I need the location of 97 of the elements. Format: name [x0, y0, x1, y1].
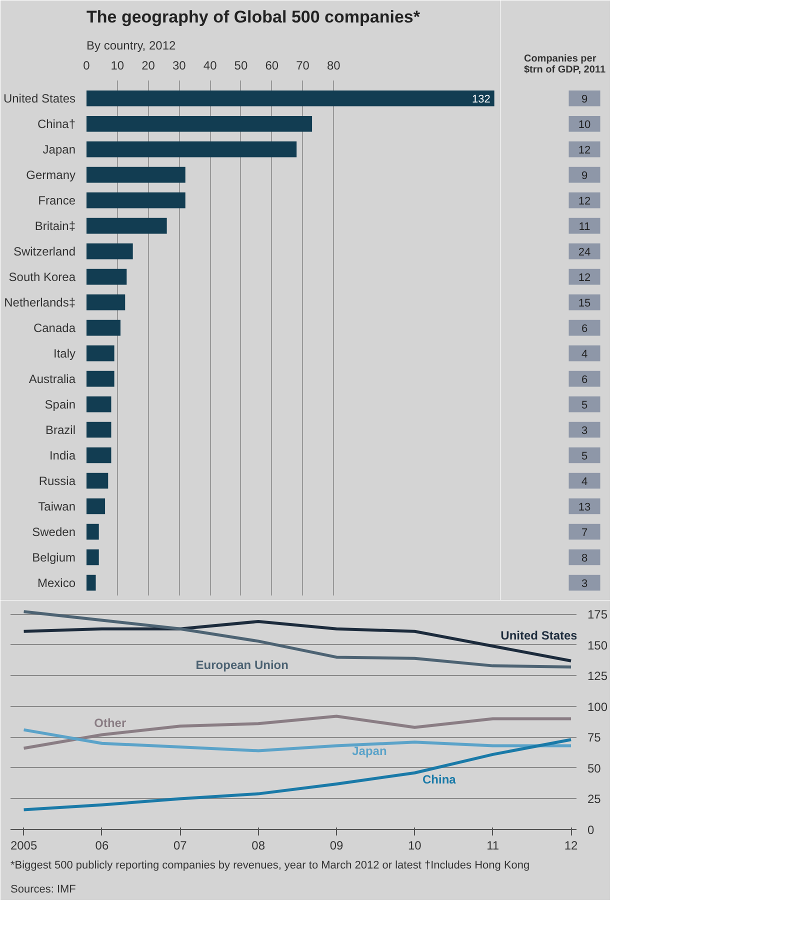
data-label: 3	[581, 578, 588, 590]
data-label: 5	[581, 399, 588, 412]
bar	[86, 472, 108, 489]
y-tick-label: Belgium	[32, 550, 76, 564]
x-tick-label: 80	[326, 58, 341, 72]
x-tick-label: 10	[110, 58, 124, 72]
y-tick-label: Netherlands‡	[4, 295, 76, 310]
data-label: 10	[578, 118, 591, 131]
bar	[86, 447, 112, 464]
chart-subtitle: By country, 2012	[86, 38, 176, 52]
y-tick-label: Brazil	[45, 422, 76, 437]
y-tick-label: 50	[588, 761, 602, 776]
y-tick-label: India	[49, 448, 76, 462]
y-tick-label: 125	[588, 669, 608, 684]
y-tick-label: Italy	[53, 346, 76, 360]
y-tick-label: 100	[588, 700, 608, 714]
y-tick-label: 25	[588, 792, 602, 806]
y-tick-label: Mexico	[37, 576, 76, 590]
x-tick-label: 11	[486, 838, 500, 852]
bar	[86, 345, 114, 362]
bar	[86, 422, 112, 438]
x-tick-label: 07	[173, 838, 188, 852]
bar	[86, 574, 96, 591]
y-tick-label: Switzerland	[13, 244, 76, 258]
series-label: Other	[94, 716, 126, 730]
bar	[86, 498, 106, 514]
y-tick-label: Sweden	[32, 524, 76, 539]
data-label: 4	[581, 476, 588, 488]
data-label: 11	[578, 220, 590, 233]
bar	[86, 141, 297, 158]
data-label: 6	[581, 322, 588, 335]
text: Companies per $trn of GDP, 2011	[524, 54, 606, 76]
data-label: 15	[578, 297, 591, 310]
series-label: European Union	[196, 658, 288, 672]
bar	[86, 524, 99, 540]
text: *Biggest 500 publicly reporting companies by revenues, year to March 2012 or latest †Includes Hong Kong	[10, 860, 530, 872]
data-label: 7	[581, 526, 588, 539]
bar	[86, 396, 112, 412]
data-label: 4	[581, 348, 588, 360]
line-series	[22, 738, 573, 812]
bar	[86, 549, 99, 566]
bar	[86, 90, 494, 106]
bar	[86, 320, 120, 336]
data-label: 5	[581, 450, 588, 462]
data-label: 132	[472, 93, 490, 106]
x-tick-label: 70	[296, 58, 310, 72]
y-tick-label: South Korea	[8, 270, 76, 284]
y-tick-label: United States	[3, 91, 76, 106]
x-tick-label: 30	[172, 58, 186, 72]
y-tick-label: 75	[588, 730, 602, 745]
bar	[86, 370, 114, 387]
x-tick-label: 12	[564, 838, 578, 852]
x-tick-label: 09	[330, 838, 344, 852]
x-tick-label: 20	[142, 58, 156, 72]
data-label: 12	[578, 272, 591, 284]
bar	[86, 243, 133, 260]
data-label: 6	[581, 374, 588, 386]
chart-title: The geography of Global 500 companies*	[86, 8, 420, 26]
x-tick-label: 0	[83, 58, 90, 72]
series-label: United States	[500, 628, 578, 642]
data-label: 24	[578, 246, 591, 258]
x-tick-label: 06	[95, 838, 109, 852]
y-tick-label: 175	[588, 608, 608, 622]
x-tick-label: 60	[265, 58, 279, 72]
x-tick-label: 2005	[10, 838, 38, 852]
y-tick-label: Russia	[38, 474, 76, 488]
series-label: Japan	[352, 744, 387, 758]
x-tick-label: 10	[408, 838, 422, 852]
bar	[86, 268, 127, 285]
bar	[86, 294, 126, 310]
y-tick-label: Taiwan	[38, 499, 76, 514]
source-note: Sources: IMF	[10, 884, 76, 896]
y-tick-label: Britain‡	[34, 218, 76, 233]
data-label: 9	[581, 170, 588, 182]
y-tick-label: 0	[588, 823, 594, 837]
x-tick-label: 40	[203, 58, 218, 72]
data-label: 3	[581, 424, 588, 437]
x-tick-label: 08	[252, 838, 266, 852]
data-label: 12	[578, 144, 591, 156]
y-tick-label: Germany	[26, 168, 76, 182]
data-label: 13	[578, 501, 591, 514]
y-tick-label: 150	[588, 638, 608, 652]
y-tick-label: France	[38, 193, 76, 208]
y-tick-label: China†	[37, 116, 76, 131]
y-tick-label: Canada	[33, 320, 76, 335]
x-tick-label: 50	[234, 58, 248, 72]
bar	[86, 218, 167, 234]
bar	[86, 192, 186, 208]
data-label: 9	[581, 93, 588, 106]
data-label: 12	[578, 195, 591, 208]
y-tick-label: Australia	[28, 372, 76, 386]
series-label: China	[422, 772, 456, 786]
bar	[86, 166, 186, 183]
y-tick-label: Japan	[42, 142, 76, 156]
y-tick-label: Spain	[44, 397, 76, 412]
bar	[86, 116, 312, 132]
data-label: 8	[581, 552, 588, 564]
